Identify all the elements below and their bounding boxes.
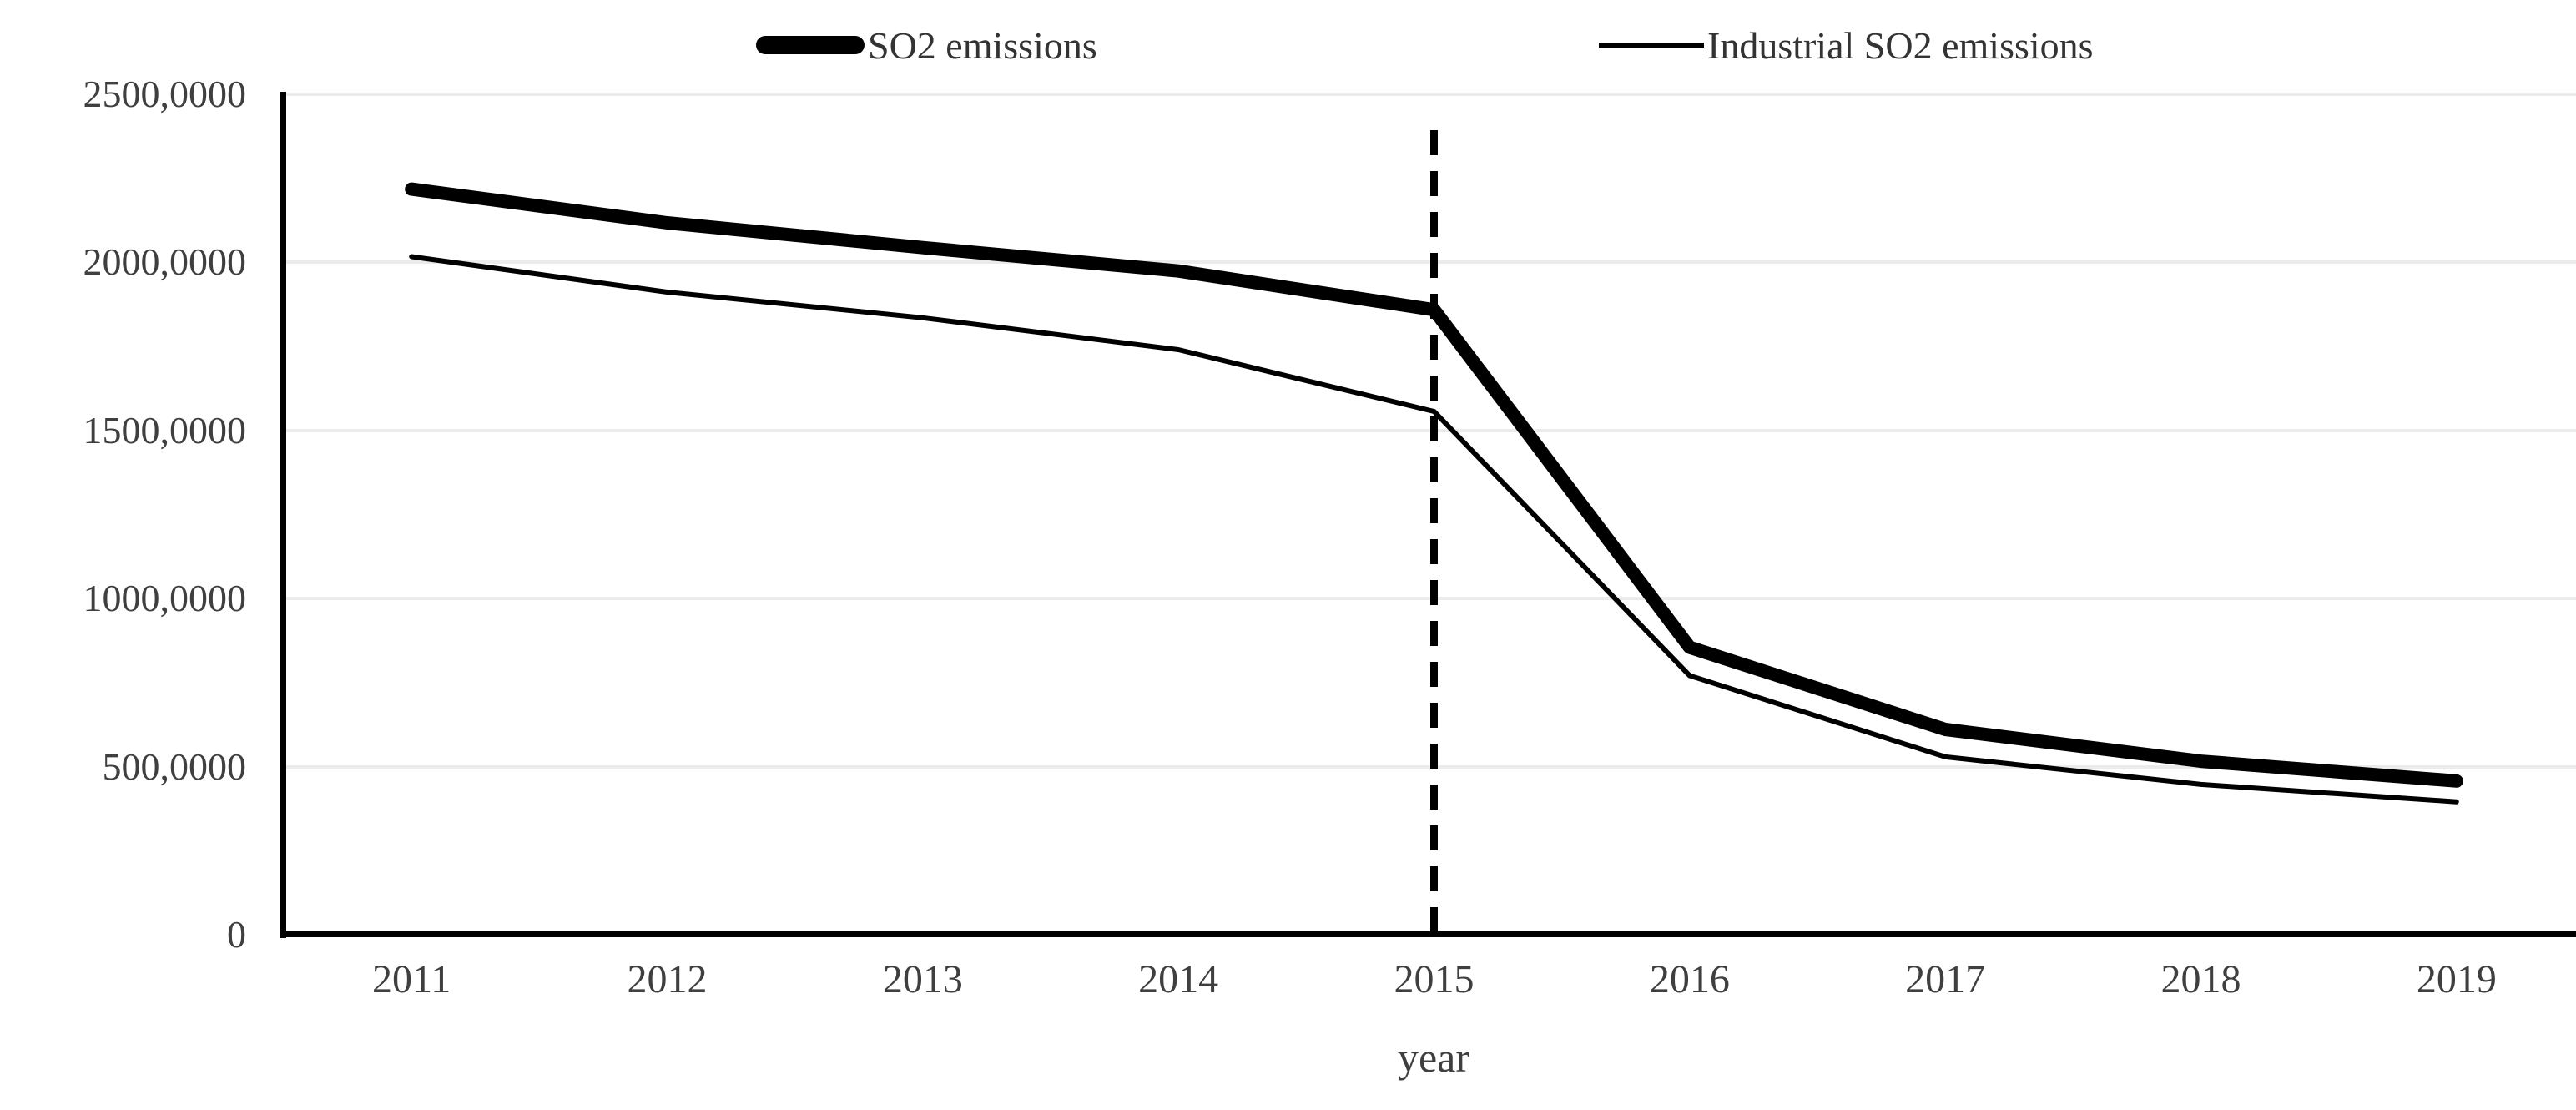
data-series-layer <box>405 130 2463 935</box>
x-axis-tick-label: 2016 <box>1649 957 1730 1002</box>
x-axis-tick-label: 2012 <box>627 957 708 1002</box>
x-axis-tick-label: 2019 <box>2416 957 2497 1002</box>
x-axis-tick-label: 2013 <box>882 957 963 1002</box>
thin-line-swatch-icon <box>1599 43 1704 48</box>
x-axis-tick-label: 2011 <box>372 957 451 1002</box>
x-axis-tick-label: 2014 <box>1138 957 1219 1002</box>
y-axis-tick-label: 500,0000 <box>102 744 247 788</box>
y-axis-tick-label: 1500,0000 <box>83 408 247 452</box>
x-axis-title: year <box>1397 1034 1470 1081</box>
legend-item-industrial-so2-emissions: Industrial SO2 emissions <box>1599 20 2094 70</box>
x-axis-tick-label: 2018 <box>2160 957 2241 1002</box>
legend-label-industrial-so2-emissions: Industrial SO2 emissions <box>1707 23 2094 67</box>
legend-label-so2-emissions: SO2 emissions <box>868 23 1097 67</box>
x-axis-tick-label: 2017 <box>1905 957 1986 1002</box>
y-axis-line <box>280 92 286 938</box>
gridline-2500 <box>285 93 2576 96</box>
industrial-so2-emissions-line <box>409 254 2459 805</box>
y-axis-tick-label: 1000,0000 <box>83 577 247 620</box>
y-axis-tick-label: 0 <box>227 913 246 956</box>
y-axis-tick-label: 2500,0000 <box>83 73 247 115</box>
legend-item-so2-emissions: SO2 emissions <box>756 20 1097 70</box>
so2-emissions-line-chart: SO2 emissions Industrial SO2 emissions 0… <box>33 13 2576 1097</box>
thick-line-swatch-icon <box>756 36 865 54</box>
y-axis-tick-label: 2000,0000 <box>83 240 247 284</box>
x-axis-tick-label: 2015 <box>1394 957 1475 1002</box>
so2-emissions-line <box>405 182 2463 788</box>
x-axis-line <box>280 931 2576 937</box>
